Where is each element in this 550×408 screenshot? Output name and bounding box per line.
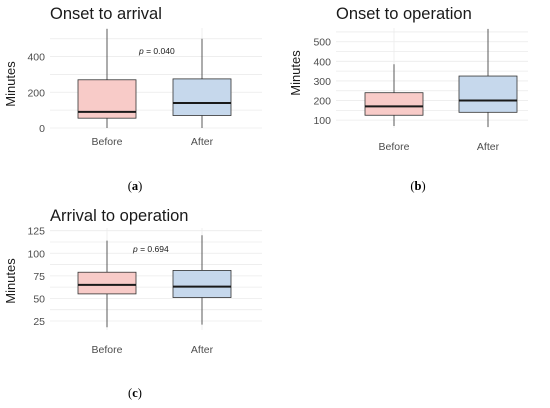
p-value-annotation: p = 0.694	[132, 244, 169, 254]
box-after	[172, 38, 232, 128]
y-tick-label: 200	[313, 96, 331, 108]
y-tick-label: 125	[27, 226, 45, 238]
y-tick-label: 100	[27, 248, 45, 260]
x-tick-label: Before	[379, 141, 410, 153]
panel-caption: (a)	[128, 179, 143, 193]
panel-caption: (c)	[128, 386, 142, 400]
chart-title: Arrival to operation	[50, 207, 189, 225]
panel-arrival-to-operation: Arrival to operation Minutes 25 50 75 100 12…	[3, 207, 262, 400]
box-before	[77, 28, 137, 128]
y-tick-label: 25	[33, 316, 45, 328]
x-tick-label: After	[191, 136, 214, 148]
y-tick-label: 0	[39, 123, 45, 135]
y-tick-label: 400	[313, 56, 331, 68]
y-tick-label: 500	[313, 37, 331, 49]
iqr-box	[458, 75, 518, 113]
y-axis-label: Minutes	[3, 258, 18, 304]
x-tick-label: Before	[92, 136, 123, 148]
iqr-box	[77, 271, 137, 295]
iqr-box	[364, 92, 424, 116]
iqr-box	[172, 78, 232, 116]
y-axis-label: Minutes	[288, 50, 303, 96]
x-tick-label: Before	[92, 344, 123, 356]
y-tick-label: 50	[33, 293, 45, 305]
box-after	[458, 28, 518, 128]
panel-onset-to-arrival: Onset to arrival Minutes 0 200 400 Before A…	[3, 5, 262, 193]
y-tick-label: 300	[313, 76, 331, 88]
p-value-annotation: p = 0.040	[138, 46, 175, 56]
panel-onset-to-operation: Onset to operation Minutes 100 200 300 400 5…	[288, 5, 528, 193]
chart-title: Onset to operation	[336, 5, 472, 23]
y-tick-label: 200	[27, 87, 45, 99]
box-before	[77, 240, 137, 328]
chart-title: Onset to arrival	[50, 5, 162, 23]
x-tick-label: After	[191, 344, 214, 356]
panel-caption: (b)	[410, 179, 425, 193]
box-before	[364, 64, 424, 127]
y-axis-label: Minutes	[3, 61, 18, 107]
iqr-box	[172, 270, 232, 298]
y-tick-label: 75	[33, 271, 45, 283]
y-tick-label: 100	[313, 115, 331, 127]
y-tick-label: 400	[27, 52, 45, 64]
x-tick-label: After	[477, 141, 500, 153]
box-after	[172, 235, 232, 325]
